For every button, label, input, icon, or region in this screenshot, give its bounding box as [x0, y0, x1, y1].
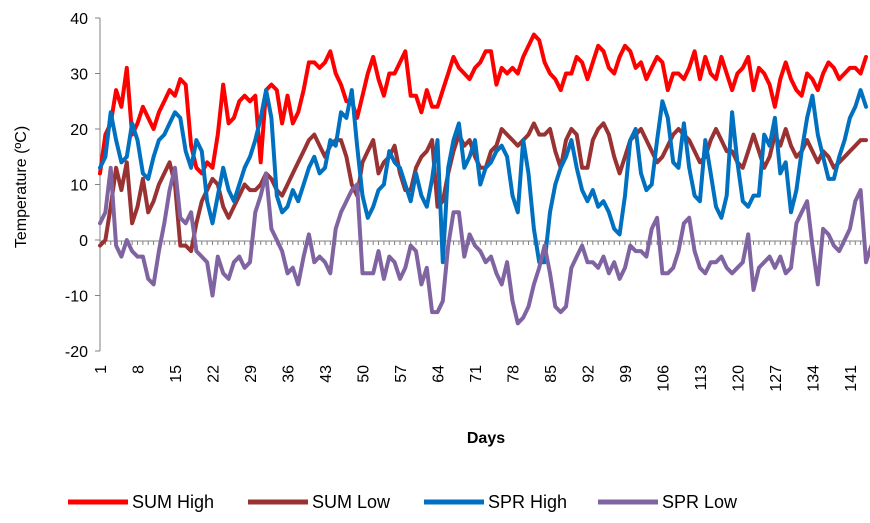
y-axis-ticks: -20 -10 0 10 20 30 40 — [65, 11, 100, 361]
x-tick-label: 127 — [768, 365, 785, 392]
x-tick-label: 92 — [580, 365, 597, 383]
x-tick-label: 71 — [468, 365, 485, 383]
x-tick-label: 22 — [205, 365, 222, 383]
x-axis-ticks: 1 8 15 22 29 36 43 50 57 64 71 78 85 92 99 106 113 120 127… — [93, 241, 867, 392]
y-tick-label: 10 — [70, 178, 88, 195]
x-tick-label: 57 — [393, 365, 410, 383]
x-tick-label: 113 — [693, 365, 710, 391]
x-tick-label: 120 — [730, 365, 747, 392]
x-axis-title: Days — [467, 430, 505, 447]
legend-label: SPR High — [488, 492, 567, 512]
x-tick-label: 99 — [618, 365, 635, 383]
x-tick-label: 134 — [805, 365, 822, 392]
legend-label: SPR Low — [662, 492, 738, 512]
y-tick-label: 20 — [70, 122, 88, 139]
legend-label: SUM High — [132, 492, 214, 512]
x-tick-label: 43 — [318, 365, 335, 383]
x-tick-label: 8 — [130, 365, 147, 374]
y-tick-label: 0 — [79, 233, 88, 250]
y-tick-label: 40 — [70, 11, 88, 28]
plot-area: -20 -10 0 10 20 30 40 1 8 15 22 29 36 43 50 57 64 71 78 85… — [65, 11, 870, 392]
legend: SUM High SUM Low SPR High SPR Low — [68, 492, 738, 512]
x-tick-label: 64 — [430, 365, 447, 383]
x-tick-label: 106 — [655, 365, 672, 392]
y-tick-label: -20 — [65, 344, 88, 361]
x-tick-label: 29 — [243, 365, 260, 383]
x-tick-label: 36 — [280, 365, 297, 383]
x-tick-label: 85 — [543, 365, 560, 383]
legend-label: SUM Low — [312, 492, 391, 512]
series-lines — [98, 32, 870, 326]
y-tick-label: -10 — [65, 289, 88, 306]
x-tick-label: 141 — [843, 365, 860, 392]
x-tick-label: 50 — [355, 365, 372, 383]
series-line-sum-high — [98, 32, 868, 176]
y-axis-title: Temperature (ºC) — [13, 126, 30, 248]
x-tick-label: 1 — [93, 365, 110, 374]
x-tick-label: 78 — [505, 365, 522, 383]
series-line-spr-low — [98, 165, 870, 326]
y-tick-label: 30 — [70, 67, 88, 84]
series-line-spr-high — [98, 88, 868, 265]
x-tick-label: 15 — [168, 365, 185, 383]
